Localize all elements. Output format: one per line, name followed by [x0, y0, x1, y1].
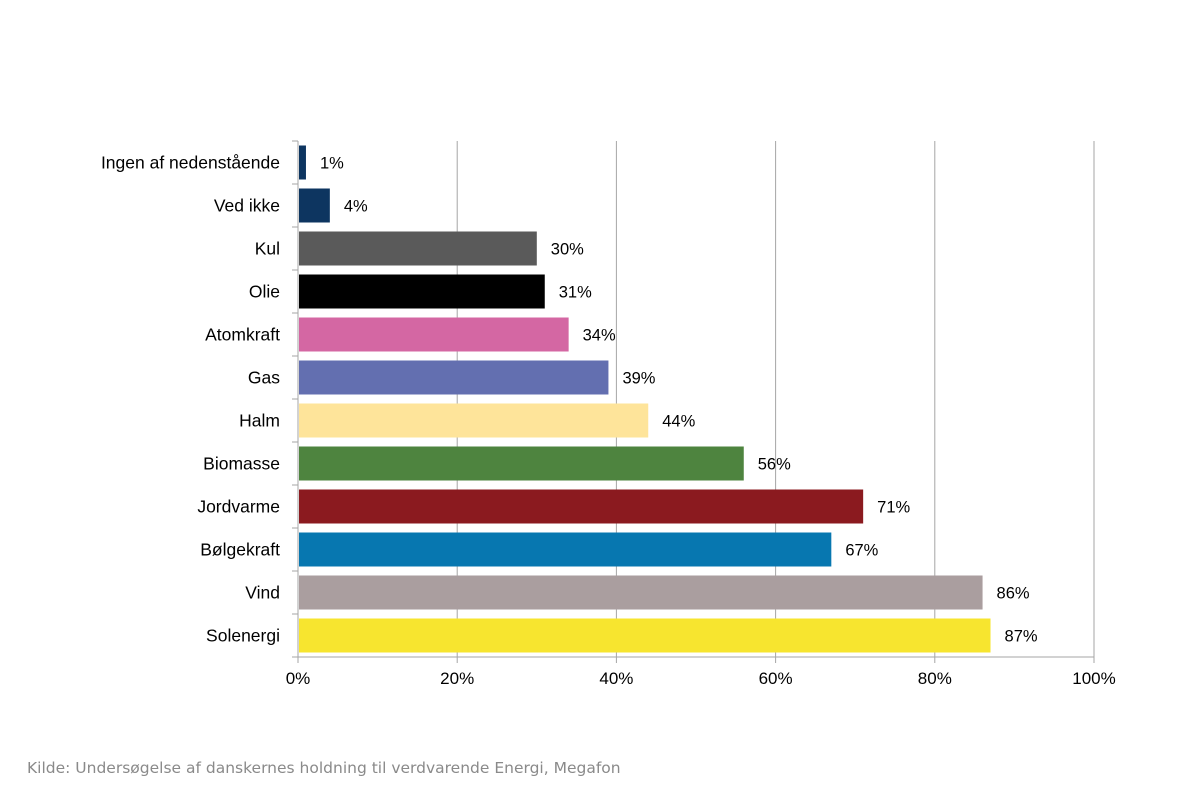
- x-tick-label: 100%: [1072, 669, 1115, 688]
- data-label: 1%: [320, 155, 344, 173]
- bar: [299, 317, 569, 352]
- data-label: 44%: [662, 413, 695, 431]
- bar: [299, 145, 306, 180]
- category-label: Halm: [239, 411, 280, 431]
- category-label: Olie: [249, 282, 280, 302]
- category-label: Solenergi: [206, 626, 280, 646]
- category-label: Vind: [245, 583, 280, 603]
- x-tick-label: 20%: [440, 669, 474, 688]
- bar: [299, 489, 864, 524]
- category-label: Bølgekraft: [200, 540, 280, 560]
- data-label: 56%: [758, 456, 791, 474]
- data-label: 34%: [583, 327, 616, 345]
- bar: [299, 446, 744, 481]
- category-label: Jordvarme: [197, 497, 280, 517]
- category-label: Ingen af nedenstående: [101, 153, 280, 173]
- bar: [299, 575, 983, 610]
- data-label: 4%: [344, 198, 368, 216]
- x-tick-label: 0%: [286, 669, 311, 688]
- category-label: Kul: [255, 239, 280, 259]
- data-label: 67%: [845, 542, 878, 560]
- bar: [299, 274, 545, 309]
- data-label: 31%: [559, 284, 592, 302]
- x-tick-label: 60%: [759, 669, 793, 688]
- data-label: 30%: [551, 241, 584, 259]
- category-label: Gas: [248, 368, 280, 388]
- bar: [299, 188, 330, 223]
- source-note: Kilde: Undersøgelse af danskernes holdni…: [27, 759, 621, 777]
- category-label: Atomkraft: [205, 325, 280, 345]
- data-label: 71%: [877, 499, 910, 517]
- bar: [299, 360, 609, 395]
- bar: [299, 532, 832, 567]
- bar: [299, 231, 537, 266]
- category-label: Biomasse: [203, 454, 280, 474]
- data-label: 87%: [1005, 628, 1038, 646]
- x-tick-label: 40%: [599, 669, 633, 688]
- data-label: 86%: [997, 585, 1030, 603]
- data-label: 39%: [622, 370, 655, 388]
- bar: [299, 403, 649, 438]
- bar: [299, 618, 991, 653]
- category-label: Ved ikke: [214, 196, 280, 216]
- x-tick-label: 80%: [918, 669, 952, 688]
